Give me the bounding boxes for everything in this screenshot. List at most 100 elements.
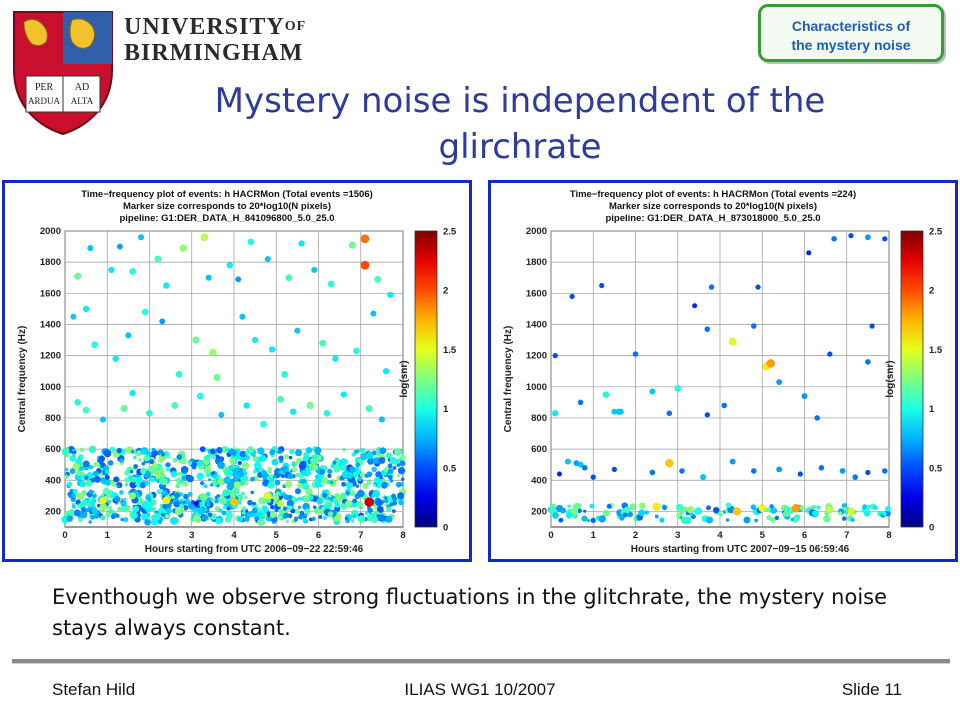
event-marker [72, 488, 78, 494]
event-marker [179, 457, 187, 465]
event-marker [266, 475, 271, 481]
colorbar [414, 230, 438, 528]
event-marker [77, 502, 83, 509]
event-marker [385, 452, 392, 459]
event-marker [164, 514, 170, 519]
event-marker [99, 416, 107, 423]
y-tick-label: 1200 [40, 351, 61, 362]
event-marker [351, 452, 356, 457]
event-marker [90, 515, 95, 520]
event-marker [150, 507, 155, 512]
event-marker [816, 505, 821, 510]
event-marker [267, 469, 272, 474]
event-marker [326, 480, 331, 485]
x-tick-label: 5 [274, 530, 280, 541]
event-marker [79, 480, 86, 488]
event-marker [680, 516, 689, 525]
event-marker [163, 282, 170, 289]
event-marker [708, 284, 715, 290]
colorbar-tick-label: 1 [929, 404, 935, 415]
event-marker [309, 456, 318, 465]
colorbar [900, 230, 924, 528]
event-marker [327, 280, 335, 288]
event-marker [280, 474, 285, 479]
y-tick-label: 600 [531, 444, 547, 455]
event-marker [176, 471, 181, 476]
event-marker [674, 384, 682, 392]
colorbar-tick-label: 0 [929, 523, 934, 534]
event-marker [755, 284, 761, 290]
event-marker [124, 477, 130, 483]
event-marker [318, 514, 323, 520]
event-marker [113, 476, 120, 483]
y-tick-label: 1600 [526, 288, 547, 299]
event-marker [850, 517, 855, 522]
event-marker [364, 494, 368, 499]
event-marker [119, 490, 124, 495]
event-marker [203, 467, 212, 475]
event-marker [118, 458, 125, 464]
colorbar-tick-label: 0.5 [929, 463, 943, 474]
event-marker [271, 458, 279, 466]
y-tick-label: 800 [45, 413, 61, 424]
event-marker [377, 514, 386, 522]
chart-title-line: Time−frequency plot of events: h HACRMon… [570, 189, 856, 200]
event-marker [240, 480, 245, 486]
event-marker [196, 392, 204, 400]
event-marker [291, 466, 298, 473]
event-marker [582, 509, 587, 513]
event-marker [229, 457, 236, 465]
event-marker [186, 475, 194, 483]
event-marker [649, 469, 656, 476]
event-marker [223, 476, 232, 485]
event-marker [188, 461, 193, 466]
event-marker [128, 492, 137, 500]
event-marker [314, 481, 321, 488]
event-marker [214, 495, 218, 500]
event-marker [348, 466, 356, 473]
y-tick-label: 400 [45, 475, 61, 486]
event-marker [552, 511, 560, 519]
event-marker [63, 512, 69, 517]
event-marker [312, 464, 319, 471]
x-tick-label: 4 [717, 530, 723, 541]
event-marker [180, 465, 189, 474]
event-marker [359, 448, 364, 453]
event-marker [261, 456, 265, 461]
event-marker [88, 445, 97, 454]
event-marker [782, 510, 790, 518]
event-marker [129, 389, 136, 397]
event-marker [353, 449, 359, 455]
event-marker [340, 492, 348, 500]
event-marker [130, 476, 137, 483]
time-frequency-plot-right: Time−frequency plot of events: h HACRMon… [503, 189, 943, 555]
event-marker [229, 497, 239, 507]
event-marker [812, 510, 819, 517]
crest-text-per: PER [35, 82, 54, 93]
event-marker [232, 453, 237, 457]
event-marker [226, 482, 235, 491]
event-marker [79, 447, 85, 453]
event-marker [395, 481, 402, 488]
event-marker [298, 240, 305, 247]
y-tick-label: 2000 [526, 226, 547, 237]
event-marker [74, 399, 82, 406]
event-marker [400, 477, 405, 482]
event-marker [548, 506, 556, 514]
event-marker [171, 402, 179, 409]
event-marker [692, 303, 698, 309]
event-marker [106, 499, 112, 504]
event-marker [644, 510, 650, 515]
event-marker [847, 507, 855, 516]
event-marker [769, 504, 774, 509]
event-marker [364, 511, 369, 516]
event-marker [300, 469, 307, 476]
event-marker [743, 516, 751, 524]
event-marker [619, 515, 625, 521]
y-tick-label: 1000 [526, 382, 547, 393]
event-marker [263, 491, 272, 500]
event-marker [661, 504, 668, 511]
event-marker [243, 402, 250, 409]
event-marker [371, 466, 378, 473]
x-tick-label: 0 [548, 530, 553, 541]
